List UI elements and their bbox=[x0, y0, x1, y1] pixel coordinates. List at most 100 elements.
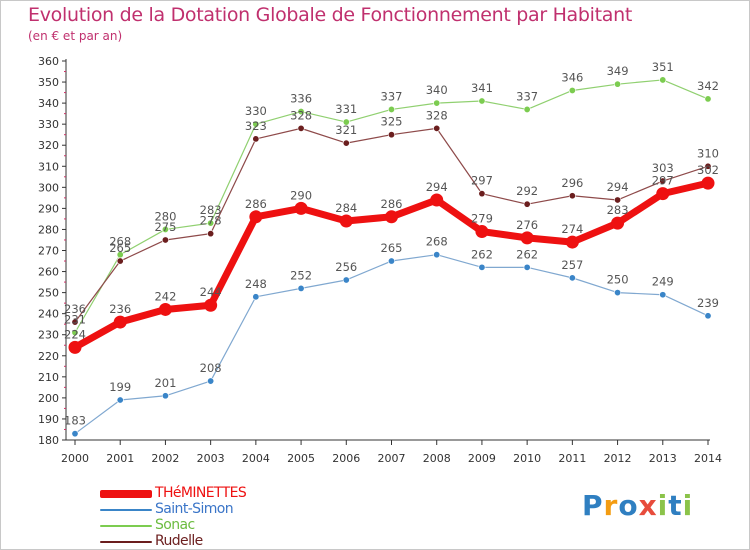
data-point-sonac bbox=[297, 108, 305, 116]
data-point-sonac bbox=[252, 120, 260, 128]
logo-letter: i bbox=[682, 489, 694, 522]
data-point-th-minettes bbox=[611, 216, 625, 230]
x-tick-label: 2011 bbox=[558, 452, 586, 465]
y-tick-label: 230 bbox=[38, 329, 59, 342]
data-label-rudelle: 323 bbox=[245, 119, 267, 133]
data-label-rudelle: 275 bbox=[154, 220, 176, 234]
data-label-th-minettes: 242 bbox=[154, 289, 176, 303]
legend-label-sonac: Sonac bbox=[155, 517, 195, 533]
y-tick-label: 350 bbox=[38, 76, 59, 89]
data-label-sonac: 349 bbox=[607, 64, 629, 78]
y-tick-label: 360 bbox=[38, 55, 59, 68]
data-point-rudelle bbox=[161, 236, 169, 244]
plot-area bbox=[66, 61, 708, 440]
y-tick-label: 260 bbox=[38, 266, 59, 279]
logo-letter: o bbox=[618, 489, 639, 522]
y-tick-label: 210 bbox=[38, 371, 59, 384]
data-point-rudelle bbox=[433, 124, 441, 132]
data-point-sonac bbox=[659, 76, 667, 84]
x-tick-label: 2013 bbox=[649, 452, 677, 465]
chart-subtitle: (en € et par an) bbox=[28, 29, 123, 43]
data-label-saint-simon: 183 bbox=[64, 414, 86, 428]
data-point-sonac bbox=[433, 99, 441, 107]
data-point-saint-simon bbox=[297, 284, 305, 292]
y-tick-label: 320 bbox=[38, 139, 59, 152]
data-point-saint-simon bbox=[342, 276, 350, 284]
data-label-rudelle: 296 bbox=[561, 176, 583, 190]
data-label-th-minettes: 286 bbox=[245, 197, 267, 211]
legend-label-rudelle: Rudelle bbox=[155, 533, 203, 549]
x-tick-label: 2014 bbox=[694, 452, 722, 465]
data-label-sonac: 341 bbox=[471, 81, 493, 95]
data-label-rudelle: 310 bbox=[697, 146, 719, 160]
data-point-saint-simon bbox=[568, 274, 576, 282]
data-label-sonac: 231 bbox=[64, 313, 86, 327]
data-point-rudelle bbox=[704, 162, 712, 170]
data-label-saint-simon: 248 bbox=[245, 277, 267, 291]
data-label-saint-simon: 262 bbox=[516, 247, 538, 261]
data-point-sonac bbox=[704, 95, 712, 103]
data-label-rudelle: 321 bbox=[335, 123, 357, 137]
data-label-rudelle: 328 bbox=[290, 108, 312, 122]
data-point-sonac bbox=[387, 105, 395, 113]
data-label-th-minettes: 224 bbox=[64, 327, 86, 341]
data-label-sonac: 331 bbox=[335, 102, 357, 116]
data-label-sonac: 336 bbox=[290, 92, 312, 106]
data-label-saint-simon: 252 bbox=[290, 268, 312, 282]
legend-swatch-theminettes bbox=[100, 490, 152, 498]
legend-swatch-sonac bbox=[100, 525, 152, 527]
x-tick-label: 2000 bbox=[61, 452, 89, 465]
data-label-sonac: 351 bbox=[652, 60, 674, 74]
data-point-th-minettes bbox=[565, 235, 579, 249]
logo-letter: t bbox=[668, 489, 683, 522]
data-label-th-minettes: 274 bbox=[561, 222, 583, 236]
data-point-th-minettes bbox=[158, 302, 172, 316]
data-label-sonac: 346 bbox=[561, 70, 583, 84]
data-point-sonac bbox=[478, 97, 486, 105]
data-point-saint-simon bbox=[252, 293, 260, 301]
data-label-sonac: 337 bbox=[381, 89, 403, 103]
data-point-rudelle bbox=[297, 124, 305, 132]
y-tick-label: 200 bbox=[38, 392, 59, 405]
data-point-sonac bbox=[71, 329, 79, 337]
x-tick-label: 2007 bbox=[378, 452, 406, 465]
data-point-th-minettes bbox=[430, 193, 444, 207]
data-label-rudelle: 328 bbox=[426, 108, 448, 122]
data-label-saint-simon: 265 bbox=[381, 241, 403, 255]
data-point-rudelle bbox=[523, 200, 531, 208]
y-tick-label: 300 bbox=[38, 181, 59, 194]
data-point-saint-simon bbox=[478, 263, 486, 271]
data-label-sonac: 280 bbox=[154, 209, 176, 223]
data-point-sonac bbox=[614, 80, 622, 88]
x-tick-label: 2006 bbox=[332, 452, 360, 465]
data-label-rudelle: 294 bbox=[607, 180, 629, 194]
x-tick-label: 2012 bbox=[604, 452, 632, 465]
y-tick-label: 250 bbox=[38, 287, 59, 300]
data-label-saint-simon: 268 bbox=[426, 235, 448, 249]
data-point-saint-simon bbox=[387, 257, 395, 265]
data-label-rudelle: 303 bbox=[652, 161, 674, 175]
data-point-rudelle bbox=[116, 257, 124, 265]
legend-label-theminettes: THéMINETTES bbox=[155, 485, 247, 501]
data-point-rudelle bbox=[614, 196, 622, 204]
data-point-rudelle bbox=[342, 139, 350, 147]
data-point-sonac bbox=[207, 219, 215, 227]
data-point-sonac bbox=[342, 118, 350, 126]
legend-swatch-rudelle bbox=[100, 541, 152, 543]
x-tick-label: 2009 bbox=[468, 452, 496, 465]
y-tick-label: 280 bbox=[38, 223, 59, 236]
data-label-rudelle: 325 bbox=[381, 115, 403, 129]
data-point-th-minettes bbox=[701, 176, 715, 190]
data-label-th-minettes: 302 bbox=[697, 163, 719, 177]
data-label-sonac: 337 bbox=[516, 89, 538, 103]
data-label-saint-simon: 201 bbox=[154, 376, 176, 390]
data-point-th-minettes bbox=[68, 340, 82, 354]
data-label-sonac: 283 bbox=[200, 203, 222, 217]
data-point-th-minettes bbox=[385, 210, 398, 224]
data-point-saint-simon bbox=[161, 392, 169, 400]
data-label-rudelle: 292 bbox=[516, 184, 538, 198]
logo-letter: x bbox=[638, 489, 658, 522]
logo-letter: P bbox=[582, 489, 604, 522]
data-label-rudelle: 297 bbox=[471, 174, 493, 188]
